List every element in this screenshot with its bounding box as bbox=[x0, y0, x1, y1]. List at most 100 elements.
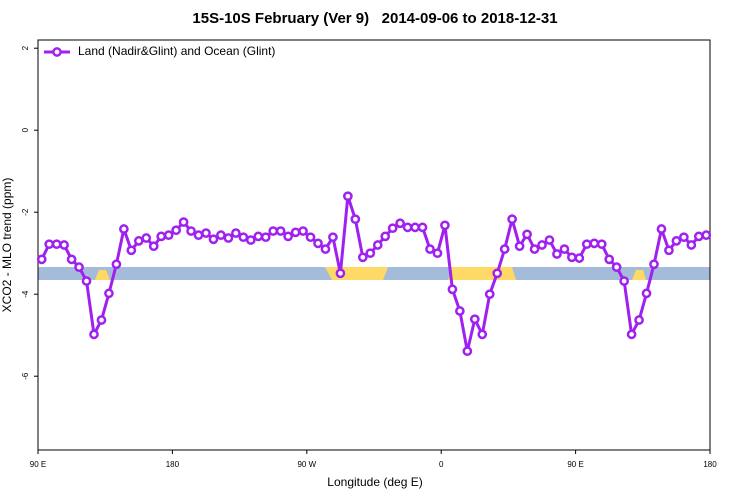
data-point bbox=[186, 226, 196, 236]
data-point bbox=[104, 288, 114, 299]
data-point bbox=[335, 268, 346, 279]
data-point bbox=[313, 238, 323, 249]
data-point bbox=[201, 228, 211, 238]
data-point bbox=[328, 232, 338, 243]
data-point bbox=[305, 232, 316, 243]
data-point bbox=[544, 235, 555, 245]
data-point bbox=[626, 329, 637, 340]
data-point bbox=[634, 315, 644, 325]
data-point bbox=[119, 224, 129, 234]
data-point bbox=[469, 314, 480, 325]
x-tick-label: 90 W bbox=[297, 460, 316, 469]
data-point bbox=[492, 268, 503, 279]
chart-title: 15S-10S February (Ver 9) 2014-09-06 to 2… bbox=[192, 10, 557, 27]
data-point bbox=[425, 244, 435, 254]
data-point bbox=[552, 249, 562, 259]
data-point bbox=[462, 346, 473, 357]
x-tick-label: 90 E bbox=[30, 460, 46, 469]
data-point bbox=[522, 229, 532, 240]
x-axis-label: Longitude (deg E) bbox=[327, 475, 422, 489]
data-point bbox=[253, 231, 264, 242]
data-point bbox=[350, 214, 361, 225]
data-point bbox=[141, 233, 152, 243]
data-point bbox=[440, 220, 450, 231]
y-tick-label: -2 bbox=[21, 208, 30, 216]
data-point bbox=[514, 241, 525, 252]
data-point bbox=[178, 217, 189, 227]
data-point bbox=[507, 214, 517, 225]
data-point bbox=[499, 244, 510, 254]
data-point bbox=[537, 240, 547, 250]
data-point bbox=[59, 240, 69, 250]
data-point bbox=[343, 191, 353, 202]
data-point bbox=[641, 288, 652, 299]
data-point bbox=[216, 230, 226, 241]
data-point bbox=[447, 284, 458, 295]
y-tick-label: -4 bbox=[21, 290, 30, 298]
data-point bbox=[395, 218, 405, 229]
data-point bbox=[357, 252, 368, 263]
data-point bbox=[163, 230, 174, 241]
data-point bbox=[268, 226, 279, 236]
data-point bbox=[701, 230, 712, 241]
data-point bbox=[81, 276, 92, 286]
data-point bbox=[171, 225, 181, 236]
data-point bbox=[290, 227, 301, 238]
data-point bbox=[320, 244, 331, 254]
data-point bbox=[432, 248, 443, 259]
data-point bbox=[44, 239, 55, 250]
data-point bbox=[372, 240, 383, 250]
data-point bbox=[387, 223, 398, 234]
legend-label: Land (Nadir&Glint) and Ocean (Glint) bbox=[78, 44, 275, 58]
plot-frame bbox=[37, 39, 711, 451]
data-point bbox=[380, 231, 391, 242]
data-point bbox=[649, 259, 659, 270]
y-tick-label: 0 bbox=[21, 127, 30, 132]
data-point bbox=[275, 226, 286, 236]
data-point bbox=[36, 254, 47, 265]
data-point bbox=[693, 231, 704, 242]
data-point bbox=[245, 235, 256, 245]
x-tick-label: 0 bbox=[439, 460, 444, 469]
data-point bbox=[574, 253, 585, 263]
land-patch bbox=[632, 270, 646, 280]
data-point bbox=[96, 315, 107, 325]
data-point bbox=[148, 241, 159, 252]
data-point bbox=[455, 306, 465, 316]
data-point bbox=[589, 238, 600, 249]
surface-strip bbox=[38, 267, 710, 280]
data-point bbox=[126, 245, 137, 256]
data-point bbox=[567, 252, 577, 263]
data-point bbox=[529, 244, 540, 254]
x-tick-label: 180 bbox=[703, 460, 717, 469]
data-point bbox=[156, 231, 167, 242]
y-tick-label: 2 bbox=[21, 45, 30, 50]
x-tick-label: 180 bbox=[166, 460, 180, 469]
data-point bbox=[604, 254, 615, 265]
data-point bbox=[619, 276, 629, 286]
data-point bbox=[223, 233, 234, 243]
data-point bbox=[51, 239, 62, 250]
data-point bbox=[417, 222, 428, 233]
data-point bbox=[686, 240, 697, 250]
data-point bbox=[410, 222, 420, 233]
data-point bbox=[596, 239, 607, 250]
x-tick-label: 90 E bbox=[567, 460, 583, 469]
data-point bbox=[238, 232, 249, 243]
y-axis-label: XCO2 - MLO trend (ppm) bbox=[0, 178, 14, 313]
data-point bbox=[231, 228, 241, 238]
data-point bbox=[298, 226, 308, 236]
data-point bbox=[559, 244, 570, 254]
data-point bbox=[402, 222, 413, 233]
data-point bbox=[365, 248, 376, 259]
data-point bbox=[484, 289, 495, 300]
legend-marker bbox=[52, 47, 62, 57]
land-patch bbox=[325, 267, 388, 280]
data-point bbox=[89, 329, 99, 340]
data-point bbox=[208, 234, 219, 245]
data-point bbox=[283, 231, 293, 242]
land-patch bbox=[95, 270, 110, 280]
data-point bbox=[656, 224, 667, 234]
land-patch bbox=[448, 267, 516, 280]
